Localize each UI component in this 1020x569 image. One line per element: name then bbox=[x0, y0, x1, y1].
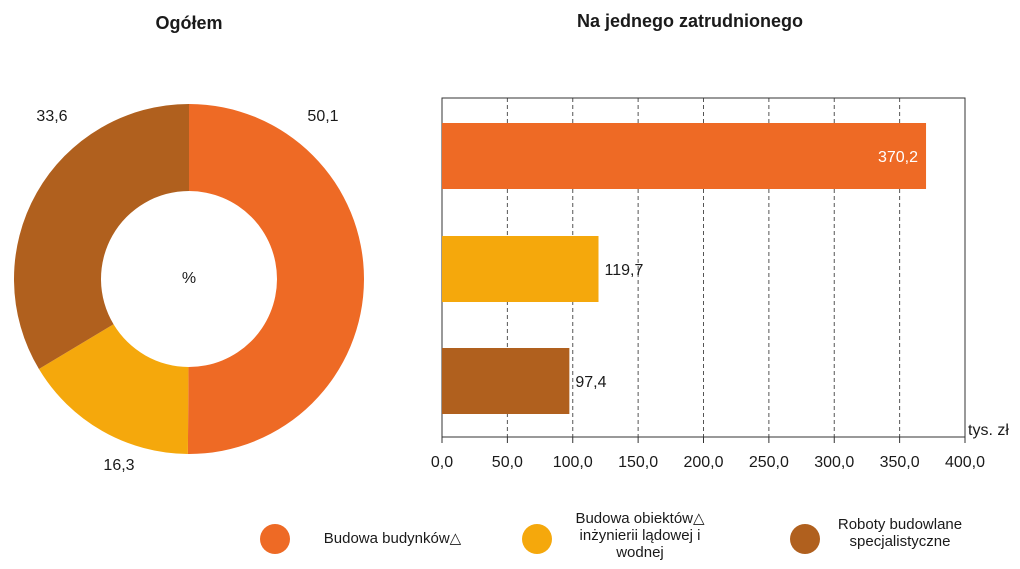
data-label: 370,2 bbox=[878, 149, 918, 166]
x-axis-label: tys. zł bbox=[968, 422, 1009, 439]
legend-label: Roboty budowlane specjalistyczne bbox=[837, 516, 963, 550]
data-label: 50,1 bbox=[307, 108, 338, 125]
x-tick-label: 150,0 bbox=[618, 454, 658, 471]
center-label: % bbox=[182, 270, 196, 287]
donut-slice bbox=[38, 324, 189, 454]
legend-swatch bbox=[522, 524, 552, 554]
legend-swatch bbox=[790, 524, 820, 554]
chart-title: Na jednego zatrudnionego bbox=[577, 11, 803, 31]
bar bbox=[442, 123, 927, 189]
chart-title: Ogółem bbox=[155, 13, 222, 33]
x-tick-label: 300,0 bbox=[814, 454, 854, 471]
bar bbox=[442, 348, 570, 414]
donut-slice bbox=[187, 104, 365, 455]
x-tick-label: 50,0 bbox=[492, 454, 523, 471]
legend-label: Budowa obiektów△ inżynierii lądowej i wo… bbox=[575, 510, 705, 561]
bar bbox=[442, 236, 599, 302]
legend-swatch bbox=[260, 524, 290, 554]
data-label: 119,7 bbox=[605, 262, 644, 279]
x-tick-label: 400,0 bbox=[945, 454, 985, 471]
data-label: 16,3 bbox=[103, 457, 134, 474]
data-label: 33,6 bbox=[36, 108, 67, 125]
legend-label: Budowa budynków△ bbox=[323, 530, 462, 547]
x-tick-label: 350,0 bbox=[880, 454, 920, 471]
x-tick-label: 200,0 bbox=[683, 454, 723, 471]
data-label: 97,4 bbox=[575, 374, 606, 391]
x-tick-label: 0,0 bbox=[431, 454, 453, 471]
x-tick-label: 100,0 bbox=[553, 454, 593, 471]
donut-slice bbox=[13, 104, 190, 370]
x-tick-label: 250,0 bbox=[749, 454, 789, 471]
